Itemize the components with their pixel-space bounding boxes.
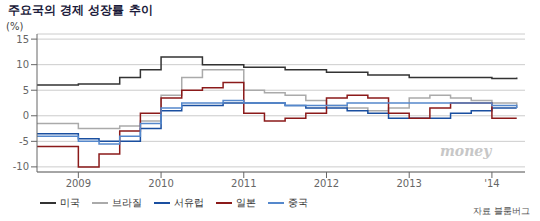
svg-text:10: 10 (16, 59, 29, 70)
html-text:일본: 일본 (236, 197, 256, 208)
svg-text:2012: 2012 (314, 178, 339, 189)
html-text:서유럽: 서유럽 (174, 197, 204, 208)
svg-text:-10: -10 (13, 161, 29, 172)
html-text:중국: 중국 (288, 197, 308, 208)
html-text:자료 블룸버그: 자료 블룸버그 (473, 206, 530, 216)
svg-text:2009: 2009 (66, 178, 91, 189)
html-text:주요국의 경제 성장률 추이: 주요국의 경제 성장률 추이 (8, 3, 153, 17)
html-text:money: money (440, 143, 492, 159)
svg-text:2010: 2010 (148, 178, 173, 189)
svg-text:'14: '14 (484, 178, 499, 189)
svg-text:0: 0 (23, 110, 29, 121)
svg-text:15: 15 (16, 34, 29, 45)
svg-text:2011: 2011 (231, 178, 256, 189)
svg-text:5: 5 (23, 85, 29, 96)
svg-text:2013: 2013 (396, 178, 421, 189)
html-text:브라질: 브라질 (112, 197, 142, 208)
html-text:미국: 미국 (60, 197, 80, 208)
svg-text:-5: -5 (19, 136, 29, 147)
